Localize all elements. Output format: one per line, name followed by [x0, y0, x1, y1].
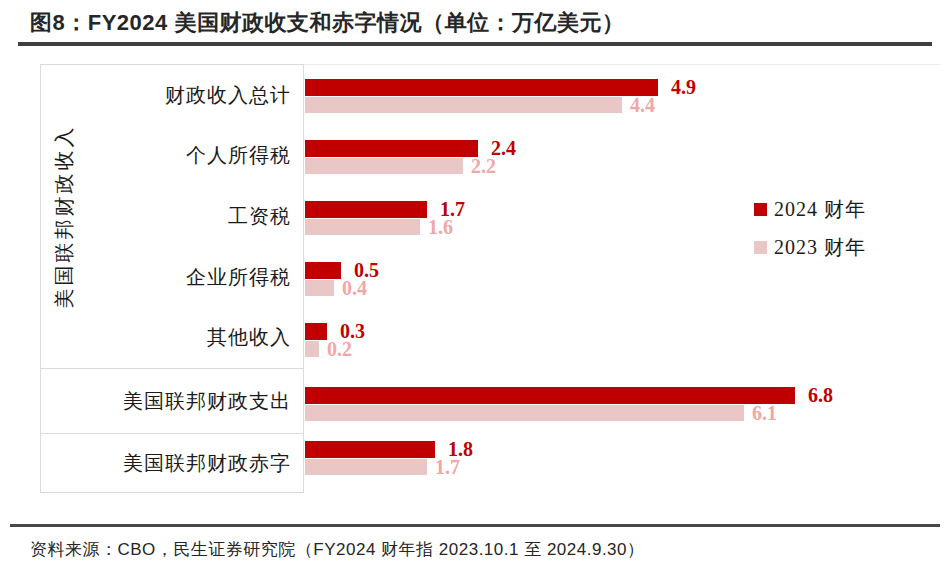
bar-value-2023: 1.7: [435, 457, 460, 477]
bar-2024: [305, 323, 327, 340]
source-note: 资料来源：CBO，民生证券研究院（FY2024 财年指 2023.10.1 至 …: [30, 538, 645, 561]
legend: 2024 财年 2023 财年: [754, 197, 866, 273]
bar-2023: [305, 219, 420, 235]
category-label: 工资税: [41, 186, 303, 247]
bar-value-2023: 1.6: [428, 217, 453, 237]
bar-value-2024: 6.8: [808, 385, 833, 405]
bar-2024: [305, 79, 658, 96]
spending-category-group: 美国联邦财政支出: [41, 368, 303, 433]
deficit-category-group: 美国联邦财政赤字: [41, 433, 303, 492]
bar-2023: [305, 97, 622, 113]
category-label: 其他收入: [41, 307, 303, 368]
bar-2024: [305, 201, 427, 218]
bar-2023: [305, 459, 427, 475]
footer-rule: [10, 524, 940, 527]
legend-item-2024: 2024 财年: [754, 197, 866, 221]
legend-item-2023: 2023 财年: [754, 235, 866, 259]
bar-2023: [305, 405, 744, 421]
bar-value-2023: 0.4: [342, 278, 367, 298]
legend-label-2023: 2023 财年: [774, 234, 866, 261]
category-label: 企业所得税: [41, 247, 303, 308]
title-rule: [18, 42, 932, 46]
legend-label-2024: 2024 财年: [774, 196, 866, 223]
plot-area: 4.94.42.42.21.71.60.50.40.30.26.86.11.81…: [304, 64, 940, 493]
bar-2023: [305, 341, 319, 357]
bar-value-2023: 4.4: [630, 95, 655, 115]
legend-swatch-2024: [754, 203, 767, 216]
bar-value-2023: 2.2: [471, 156, 496, 176]
category-label-box: 财政收入总计个人所得税工资税企业所得税其他收入 美国联邦财政支出 美国联邦财政赤…: [40, 64, 304, 493]
bar-2024: [305, 441, 435, 458]
bar-chart: 财政收入总计个人所得税工资税企业所得税其他收入 美国联邦财政支出 美国联邦财政赤…: [40, 64, 940, 493]
category-label: 个人所得税: [41, 126, 303, 187]
bar-2024: [305, 140, 478, 157]
page-title: 图8：FY2024 美国财政收支和赤字情况（单位：万亿美元）: [30, 8, 624, 38]
bar-2024: [305, 262, 341, 279]
revenue-category-group: 财政收入总计个人所得税工资税企业所得税其他收入: [41, 65, 303, 368]
bar-2024: [305, 387, 795, 404]
legend-swatch-2023: [754, 241, 767, 254]
category-label: 财政收入总计: [41, 65, 303, 126]
bar-value-2024: 4.9: [671, 77, 696, 97]
category-label-spending: 美国联邦财政支出: [41, 369, 303, 433]
category-label-deficit: 美国联邦财政赤字: [41, 434, 303, 492]
bar-2023: [305, 158, 463, 174]
bar-2023: [305, 280, 334, 296]
bar-value-2023: 6.1: [752, 403, 777, 423]
bar-value-2023: 0.2: [327, 339, 352, 359]
